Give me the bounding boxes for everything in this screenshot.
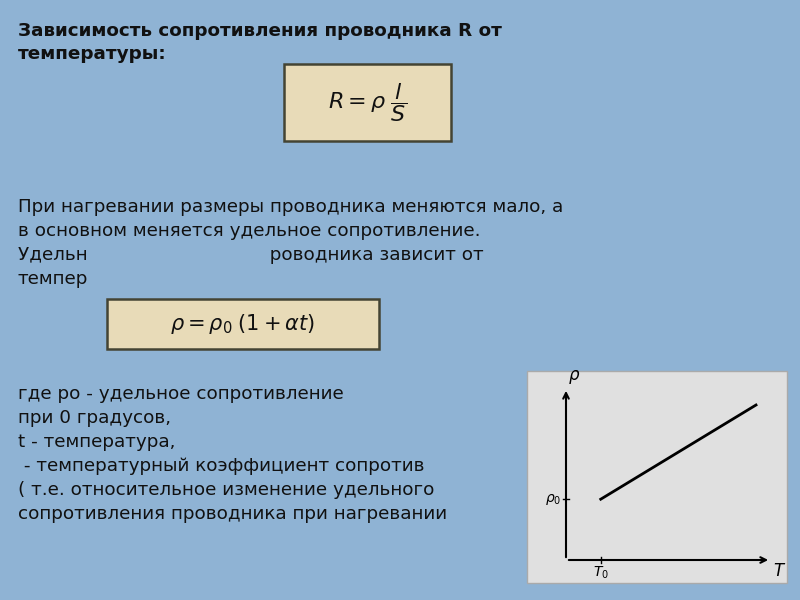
Text: $T_0$: $T_0$ — [593, 565, 609, 581]
Text: $\rho_0$: $\rho_0$ — [545, 492, 561, 506]
Text: где ро - удельное сопротивление: где ро - удельное сопротивление — [18, 385, 344, 403]
Text: темпер: темпер — [18, 270, 88, 288]
Text: температуры:: температуры: — [18, 45, 166, 63]
Text: $\rho = \rho_0 \; (1 + \alpha t)$: $\rho = \rho_0 \; (1 + \alpha t)$ — [170, 312, 315, 336]
Text: t - температура,: t - температура, — [18, 433, 175, 451]
Text: ( т.е. относительное изменение удельного: ( т.е. относительное изменение удельного — [18, 481, 434, 499]
Text: сопротивления проводника при нагревании: сопротивления проводника при нагревании — [18, 505, 447, 523]
Text: Удельн                               роводника зависит от: Удельн роводника зависит от — [18, 246, 484, 264]
Text: при 0 градусов,: при 0 градусов, — [18, 409, 171, 427]
Text: $R = \rho \; \dfrac{l}{S}$: $R = \rho \; \dfrac{l}{S}$ — [328, 81, 407, 124]
Text: - температурный коэффициент сопротив: - температурный коэффициент сопротив — [18, 457, 425, 475]
Text: $T$: $T$ — [773, 562, 786, 580]
Text: $\rho$: $\rho$ — [568, 368, 580, 386]
Text: При нагревании размеры проводника меняются мало, а: При нагревании размеры проводника меняют… — [18, 198, 563, 216]
Text: в основном меняется удельное сопротивление.: в основном меняется удельное сопротивлен… — [18, 222, 481, 240]
FancyBboxPatch shape — [284, 64, 451, 141]
Text: Зависимость сопротивления проводника R от: Зависимость сопротивления проводника R о… — [18, 22, 502, 40]
FancyBboxPatch shape — [527, 371, 787, 583]
FancyBboxPatch shape — [107, 299, 379, 349]
